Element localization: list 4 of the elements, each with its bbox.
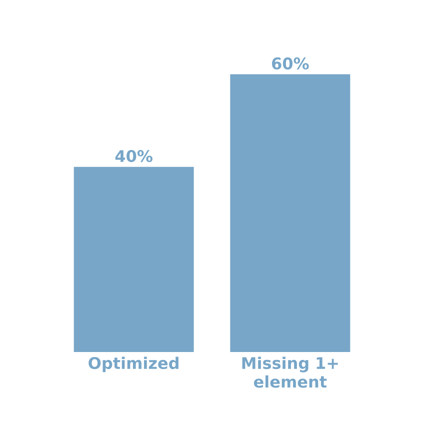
x-tick-label: Optimized: [88, 356, 178, 372]
data-label: 40%: [115, 150, 152, 162]
x-tick-label: Missing 1+ element: [242, 356, 338, 388]
data-label: 60%: [272, 57, 309, 70]
